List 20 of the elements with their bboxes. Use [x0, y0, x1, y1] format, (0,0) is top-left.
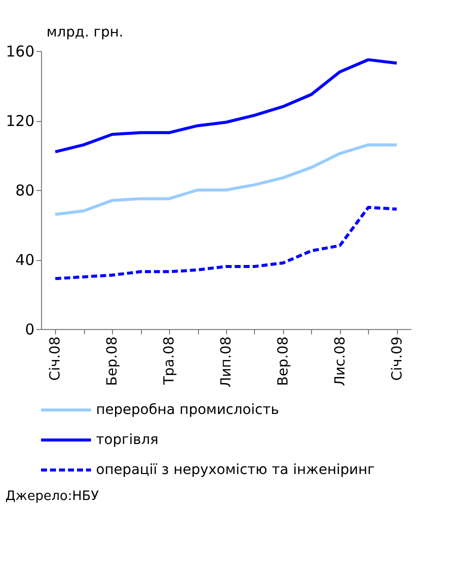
- x-tick-label: Лип.08: [218, 336, 234, 388]
- x-tick-label: Вер.08: [275, 336, 292, 386]
- text: Джерело:НБУ: [5, 489, 99, 504]
- line-series: [54, 143, 398, 216]
- legend-label: операції з нерухомістю та інженіринг: [96, 462, 375, 478]
- legend-label: торгівля: [96, 432, 158, 448]
- y-tick-label: 80: [15, 182, 34, 200]
- line-series: [54, 206, 398, 280]
- y-tick-label: 120: [6, 112, 34, 130]
- y-tick-label: 160: [6, 42, 34, 60]
- x-tick-label: Лис.08: [332, 336, 348, 386]
- y-tick-label: 0: [24, 320, 34, 338]
- x-tick-label: Тра.08: [162, 336, 178, 386]
- x-tick-label: Січ.08: [48, 336, 64, 381]
- y-tick-label: 40: [15, 251, 34, 269]
- y-axis-title: млрд. грн.: [46, 24, 124, 40]
- x-tick-label: Січ.09: [389, 336, 406, 381]
- line-series: [54, 58, 398, 154]
- legend-label: переробна промислоість: [96, 402, 280, 418]
- x-tick-label: Бер.08: [104, 336, 121, 386]
